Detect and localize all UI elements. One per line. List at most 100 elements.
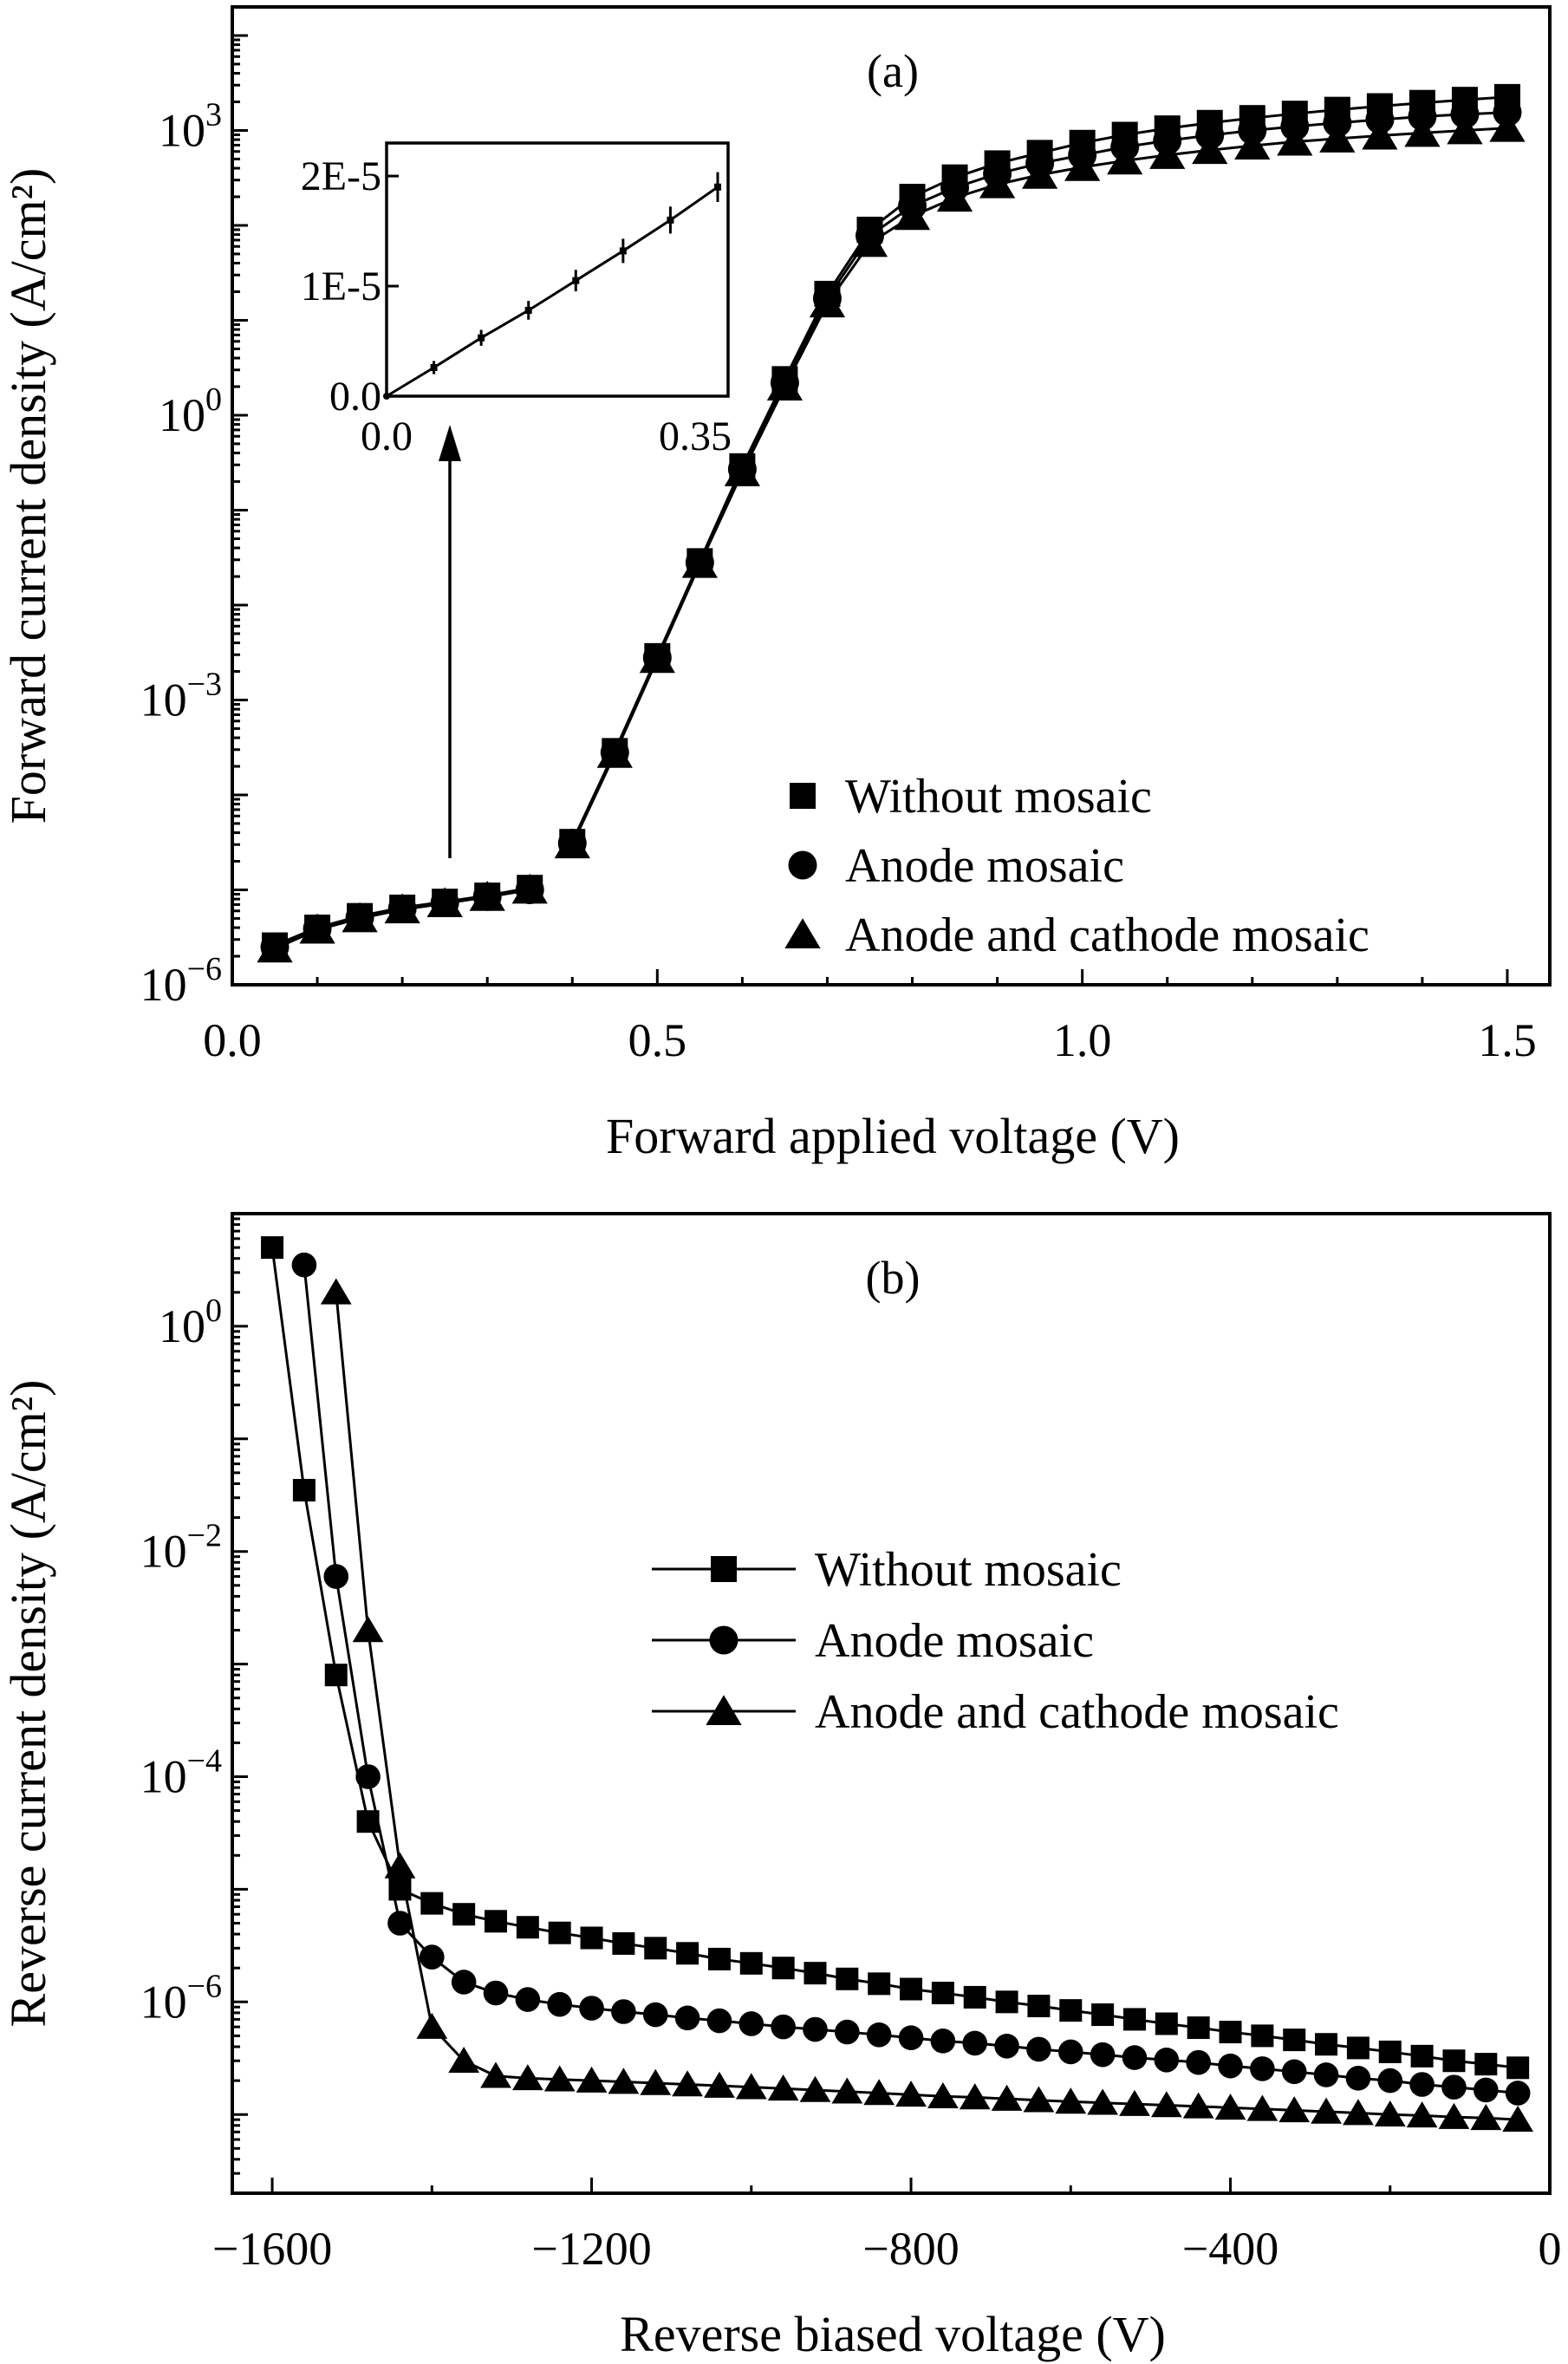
data-point-circle [1122,2045,1148,2070]
data-point-triangle [416,2012,448,2039]
legend-marker-circle [788,850,817,880]
panel-b-frame [231,1212,1552,2195]
inset-data-point [572,277,580,284]
data-point-triangle [672,2070,703,2097]
data-point-circle [1250,2056,1275,2081]
data-point-circle [898,2025,924,2051]
data-point-triangle [799,2075,831,2102]
data-point-circle [387,1911,413,1936]
data-point-circle [1377,2068,1403,2094]
data-point-circle [1186,2049,1211,2075]
data-point-triangle [1406,2101,1438,2128]
data-point-square [324,1664,348,1687]
data-point-triangle [1087,2088,1118,2115]
inset-data-point [619,247,627,255]
data-point-triangle [257,932,293,963]
data-point-circle [738,2011,764,2036]
data-point-square [1155,2012,1178,2035]
data-point-triangle [1234,129,1271,160]
inset-y-tick-label: 0.0 [329,374,381,420]
data-point-square [931,1982,954,2005]
data-point-circle [515,1987,541,2012]
x-tick-label: −1200 [531,2223,651,2275]
inset-data-point [383,393,390,400]
data-point-circle [611,1999,636,2024]
inset-x-tick-label: 0.0 [361,414,413,459]
data-point-triangle [1149,139,1186,169]
data-point-circle [930,2029,956,2054]
data-point-triangle [1502,2105,1534,2132]
data-point-triangle [384,1852,416,1879]
data-point-triangle [1404,116,1441,147]
legend-entry-label: Anode mosaic [815,1614,1094,1668]
data-point-square [1378,2040,1402,2063]
data-point-triangle [640,2068,672,2095]
panel-a-legend: Without mosaic Anode mosaic Anode and cath… [784,770,1370,962]
data-point-square [739,1951,763,1975]
y-tick-label: 10−4 [140,1743,222,1803]
data-point-circle [1090,2042,1116,2068]
data-point-circle [1154,2047,1180,2073]
data-point-triangle [681,547,718,578]
data-point-circle [803,2016,828,2042]
data-point-square [1506,2056,1530,2080]
data-point-square [580,1926,603,1950]
inset-data-point [714,183,721,191]
data-point-triangle [1438,2102,1470,2129]
inset-data-point [667,216,674,224]
data-point-circle [771,2014,796,2040]
x-tick-label: −800 [862,2223,959,2275]
data-point-circle [642,2002,668,2028]
data-point-triangle [1023,2086,1055,2113]
x-tick-label: 1.0 [1053,1014,1112,1066]
data-point-circle [547,1991,572,2017]
inset-content: 0.0 1E-5 2E-5 0.0 0.35 [301,153,732,459]
data-point-triangle [543,2065,576,2092]
data-point-circle [1409,2072,1435,2097]
panel-a-y-axis-title: Forward current density (A/cm²) [0,168,56,824]
x-tick-label: 0.5 [628,1014,687,1066]
data-point-circle [1313,2062,1339,2087]
data-point-triangle [1021,159,1058,189]
panel-a-inset: 0.0 1E-5 2E-5 0.0 0.35 [301,141,732,459]
data-point-circle [1345,2066,1371,2091]
data-point-triangle [352,1616,384,1643]
inset-pointer-arrowhead [439,425,461,461]
data-point-triangle [1192,134,1228,165]
data-point-square [804,1962,827,1985]
legend-entry-label: Without mosaic [845,770,1152,824]
data-point-square [1442,2049,1466,2073]
x-tick-label: −1600 [212,2223,332,2275]
data-point-square [1410,2044,1434,2068]
x-tick-label: 1.5 [1478,1014,1537,1066]
data-point-circle [1057,2039,1083,2065]
data-point-triangle [1319,122,1356,153]
data-point-circle [579,1996,604,2021]
data-point-triangle [809,287,846,318]
data-point-circle [451,1970,477,1995]
data-point-square [644,1937,667,1960]
data-point-square [1315,2033,1338,2056]
data-point-circle [1441,2074,1467,2100]
data-point-square [995,1990,1018,2014]
data-point-circle [323,1564,349,1589]
data-point-square [868,1972,891,1996]
legend-entry-label: Without mosaic [815,1543,1122,1597]
panel-a-label: (a) [867,45,919,97]
data-point-square [1474,2053,1498,2076]
data-point-square [836,1967,859,1990]
panel-a-x-axis-title: Forward applied voltage (V) [606,1108,1180,1164]
data-point-circle [1505,2081,1531,2106]
y-tick-label: 10−3 [140,666,222,726]
data-point-triangle [1150,2091,1182,2118]
data-point-triangle [511,2064,543,2091]
data-point-circle [674,2005,700,2031]
data-point-circle [706,2008,732,2034]
x-tick-label: 0.0 [203,1014,262,1066]
inset-data-point [478,334,485,342]
y-tick-label: 10−2 [140,1518,222,1578]
data-point-square [612,1931,635,1955]
data-point-triangle [1214,2094,1246,2120]
data-point-square [1219,2021,1242,2044]
panel-b-legend: Without mosaic Anode mosaic Anode and cath… [652,1543,1339,1739]
